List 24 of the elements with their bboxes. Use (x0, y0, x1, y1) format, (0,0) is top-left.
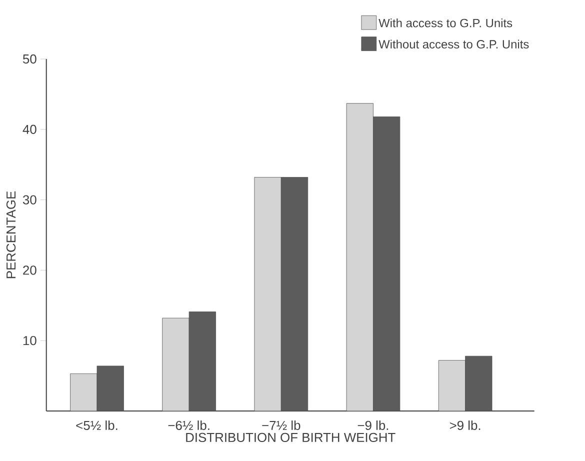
x-axis-title: DISTRIBUTION OF BIRTH WEIGHT (186, 432, 396, 442)
y-tick-label: 20 (23, 266, 36, 275)
legend-label: Without access to G.P. Units (378, 40, 529, 49)
x-tick-label: −9 lb. (358, 420, 388, 430)
bar (346, 103, 374, 411)
y-tick-label: 30 (22, 195, 36, 204)
bar (438, 360, 466, 411)
y-tick-label: 10 (23, 336, 36, 346)
bar (373, 116, 400, 411)
bar (70, 373, 98, 411)
x-tick-label: <5½ lb. (76, 420, 118, 430)
bar (96, 366, 124, 411)
y-tick-label: 50 (22, 54, 36, 64)
x-tick-label: >9 lb. (450, 420, 480, 430)
bar (162, 318, 190, 411)
y-axis-title: PERCENTAGE (6, 191, 16, 278)
x-tick-label: −6½ lb. (168, 420, 210, 430)
bar (254, 177, 282, 411)
bar (465, 356, 492, 411)
legend-label: With access to G.P. Units (378, 18, 512, 28)
y-tick-label: 40 (22, 124, 36, 134)
x-tick-label: −7½ lb (262, 420, 300, 430)
bar (280, 177, 308, 411)
bar (188, 312, 216, 411)
